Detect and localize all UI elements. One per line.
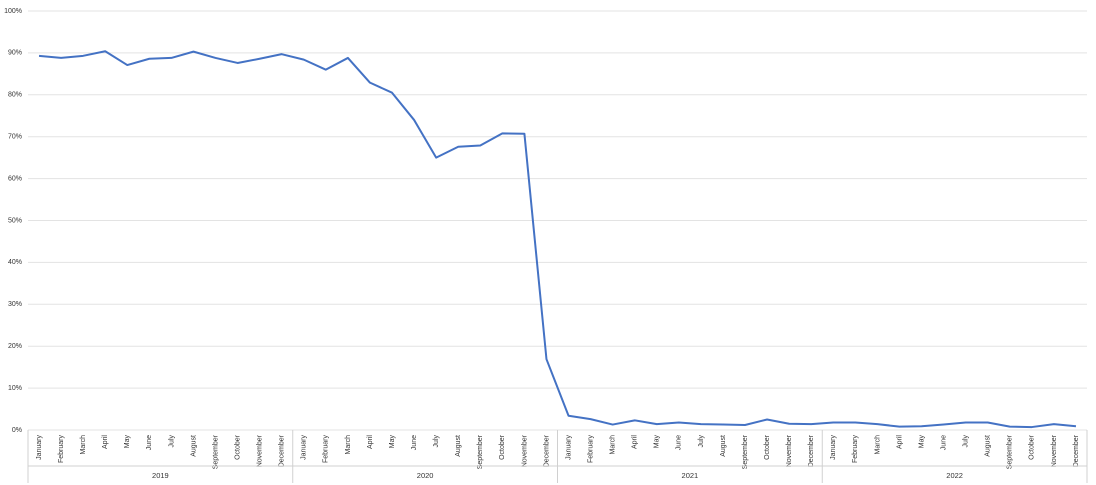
- group-label: 2022: [946, 471, 963, 480]
- group-label: 2019: [152, 471, 169, 480]
- x-tick-label: September: [477, 434, 484, 469]
- x-tick-label: March: [610, 435, 617, 455]
- x-tick-label: July: [168, 435, 175, 448]
- x-tick-label: January: [36, 435, 43, 460]
- x-tick-label: November: [257, 434, 264, 467]
- x-tick-label: September: [1007, 434, 1014, 469]
- x-tick-label: December: [808, 434, 815, 467]
- x-tick-label: May: [389, 435, 396, 449]
- x-tick-label: May: [654, 435, 661, 449]
- y-tick-label: 50%: [8, 217, 22, 224]
- x-tick-label: November: [521, 434, 528, 467]
- x-tick-label: August: [455, 435, 462, 457]
- x-tick-label: September: [212, 434, 219, 469]
- x-tick-label: March: [345, 435, 352, 455]
- x-tick-label: June: [940, 435, 947, 450]
- x-tick-label: February: [58, 435, 65, 464]
- x-tick-label: January: [565, 435, 572, 460]
- x-tick-label: March: [80, 435, 87, 455]
- x-tick-label: August: [985, 435, 992, 457]
- x-tick-label: February: [587, 435, 594, 464]
- x-tick-label: August: [720, 435, 727, 457]
- x-tick-label: December: [543, 434, 550, 467]
- x-tick-label: October: [234, 434, 241, 460]
- x-tick-label: February: [852, 435, 859, 464]
- x-tick-label: March: [874, 435, 881, 455]
- x-tick-label: January: [830, 435, 837, 460]
- x-tick-label: October: [499, 434, 506, 460]
- x-tick-label: April: [896, 435, 903, 449]
- x-tick-label: July: [698, 435, 705, 448]
- group-label: 2021: [682, 471, 699, 480]
- x-tick-label: December: [279, 434, 286, 467]
- y-tick-label: 100%: [4, 8, 22, 15]
- group-label: 2020: [417, 471, 434, 480]
- y-tick-label: 70%: [8, 134, 22, 141]
- y-tick-label: 10%: [8, 385, 22, 392]
- x-tick-label: January: [301, 435, 308, 460]
- y-tick-label: 90%: [8, 50, 22, 57]
- x-tick-label: April: [102, 435, 109, 449]
- x-tick-label: June: [146, 435, 153, 450]
- x-tick-label: June: [676, 435, 683, 450]
- x-tick-label: May: [124, 435, 131, 449]
- x-tick-label: November: [1051, 434, 1058, 467]
- x-tick-label: August: [190, 435, 197, 457]
- x-tick-label: May: [918, 435, 925, 449]
- line-series: [38, 50, 1077, 429]
- x-tick-label: November: [786, 434, 793, 467]
- y-tick-label: 40%: [8, 259, 22, 266]
- y-tick-label: 80%: [8, 92, 22, 99]
- x-tick-label: February: [323, 435, 330, 464]
- x-tick-label: July: [433, 435, 440, 448]
- x-tick-label: April: [367, 435, 374, 449]
- y-tick-label: 60%: [8, 175, 22, 182]
- x-tick-label: June: [411, 435, 418, 450]
- x-tick-label: July: [963, 435, 970, 448]
- y-tick-label: 30%: [8, 301, 22, 308]
- x-tick-label: December: [1073, 434, 1080, 467]
- x-tick-label: April: [632, 435, 639, 449]
- y-tick-label: 20%: [8, 343, 22, 350]
- y-tick-label: 0%: [12, 427, 22, 434]
- x-tick-label: October: [1029, 434, 1036, 460]
- x-tick-label: September: [742, 434, 749, 469]
- x-tick-label: October: [764, 434, 771, 460]
